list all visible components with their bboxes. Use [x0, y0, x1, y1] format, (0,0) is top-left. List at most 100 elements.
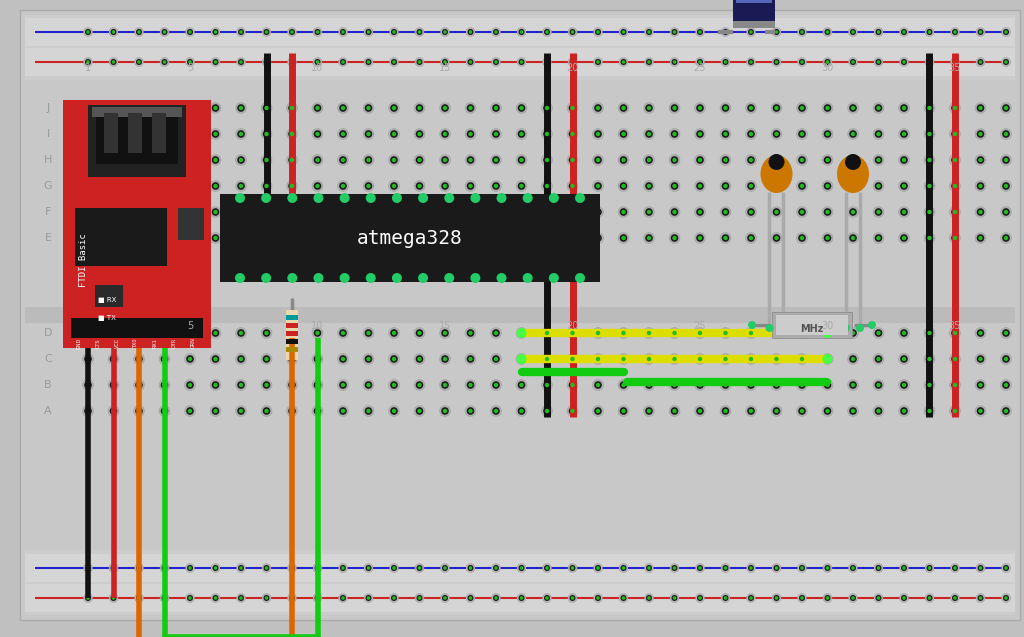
Circle shape	[949, 406, 961, 417]
Circle shape	[263, 381, 270, 389]
Circle shape	[239, 184, 244, 188]
Circle shape	[212, 407, 219, 415]
Circle shape	[340, 193, 349, 203]
Circle shape	[263, 130, 270, 138]
Circle shape	[137, 566, 141, 570]
Circle shape	[490, 103, 502, 113]
Circle shape	[672, 59, 678, 65]
Circle shape	[261, 180, 272, 192]
Circle shape	[622, 132, 626, 136]
Circle shape	[748, 321, 756, 329]
Circle shape	[338, 103, 348, 113]
Circle shape	[823, 57, 831, 66]
Circle shape	[288, 27, 297, 36]
Circle shape	[517, 594, 526, 603]
Circle shape	[798, 355, 806, 363]
Circle shape	[825, 236, 829, 240]
Circle shape	[978, 565, 983, 571]
Circle shape	[774, 331, 778, 335]
Circle shape	[186, 355, 194, 363]
Circle shape	[823, 381, 831, 389]
Circle shape	[112, 132, 116, 136]
Circle shape	[874, 564, 883, 573]
Circle shape	[848, 206, 858, 217]
Circle shape	[367, 210, 371, 214]
Circle shape	[341, 30, 345, 34]
Circle shape	[798, 329, 806, 337]
Circle shape	[1005, 596, 1008, 600]
Circle shape	[670, 27, 679, 36]
Circle shape	[135, 355, 142, 363]
Circle shape	[672, 595, 678, 601]
Circle shape	[86, 357, 90, 361]
Circle shape	[593, 354, 603, 364]
Circle shape	[800, 566, 804, 570]
Circle shape	[822, 328, 833, 338]
Circle shape	[213, 565, 218, 571]
Circle shape	[797, 155, 808, 166]
Circle shape	[416, 355, 423, 363]
Circle shape	[136, 595, 142, 601]
Circle shape	[925, 27, 934, 36]
Circle shape	[135, 104, 142, 112]
Circle shape	[825, 210, 829, 214]
Circle shape	[927, 29, 933, 35]
Circle shape	[162, 236, 167, 240]
Circle shape	[136, 59, 142, 65]
Circle shape	[646, 59, 652, 65]
Circle shape	[696, 104, 703, 112]
Circle shape	[290, 30, 294, 34]
Bar	[25, 554, 1015, 582]
Circle shape	[1002, 329, 1010, 337]
Circle shape	[339, 27, 347, 36]
Circle shape	[746, 564, 756, 573]
Circle shape	[594, 407, 602, 415]
Circle shape	[645, 355, 653, 363]
Circle shape	[748, 182, 755, 190]
Circle shape	[161, 130, 168, 138]
Circle shape	[315, 409, 319, 413]
Circle shape	[593, 155, 603, 166]
Circle shape	[618, 57, 628, 66]
Circle shape	[415, 594, 424, 603]
Circle shape	[773, 329, 780, 337]
Circle shape	[898, 180, 909, 192]
Circle shape	[390, 329, 397, 337]
Circle shape	[137, 210, 141, 214]
Circle shape	[898, 155, 909, 166]
Circle shape	[721, 27, 730, 36]
Circle shape	[696, 182, 703, 190]
Circle shape	[185, 57, 195, 66]
Circle shape	[261, 327, 272, 338]
Circle shape	[84, 594, 92, 603]
Circle shape	[414, 103, 425, 113]
Circle shape	[849, 355, 857, 363]
Circle shape	[494, 357, 499, 361]
Circle shape	[874, 182, 883, 190]
Circle shape	[365, 234, 373, 242]
Circle shape	[568, 156, 577, 164]
Circle shape	[771, 155, 782, 166]
Circle shape	[467, 381, 474, 389]
Circle shape	[799, 59, 805, 65]
Circle shape	[159, 354, 170, 364]
Circle shape	[545, 61, 549, 64]
Circle shape	[874, 594, 883, 603]
Circle shape	[263, 595, 269, 601]
Circle shape	[822, 327, 833, 338]
Circle shape	[672, 565, 678, 571]
Circle shape	[1001, 594, 1011, 603]
Circle shape	[212, 381, 219, 389]
Circle shape	[518, 407, 525, 415]
Text: H: H	[44, 155, 52, 165]
Circle shape	[977, 355, 984, 363]
Circle shape	[823, 208, 831, 216]
Circle shape	[518, 355, 525, 363]
Text: 10: 10	[311, 63, 324, 73]
Text: 30: 30	[821, 63, 834, 73]
Circle shape	[594, 208, 602, 216]
Circle shape	[238, 381, 245, 389]
Circle shape	[901, 565, 907, 571]
Circle shape	[928, 184, 932, 188]
Text: 35: 35	[949, 321, 962, 331]
